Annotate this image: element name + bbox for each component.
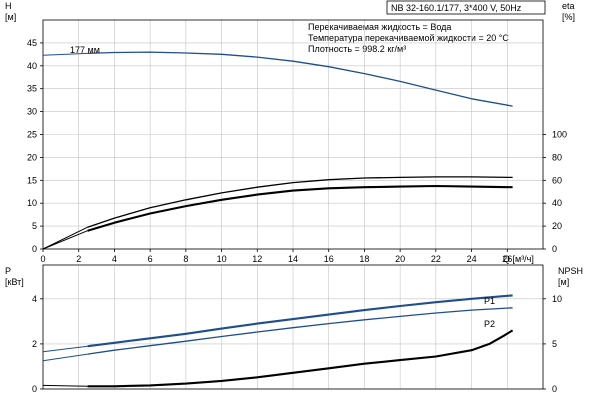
top-left-tick-label: 30 xyxy=(27,107,37,117)
x-tick-label: 2 xyxy=(76,254,81,264)
top-left-tick-label: 10 xyxy=(27,198,37,208)
info-line-temperature: Температура перекачиваемой жидкости = 20… xyxy=(308,33,509,43)
bottom-left-tick-label: 2 xyxy=(32,339,37,349)
top-left-tick-label: 0 xyxy=(32,244,37,254)
bottom-left-axis-title: P [кВт] xyxy=(5,266,24,287)
bottom-series-1-lead xyxy=(42,353,88,362)
top-right-tick-label: 0 xyxy=(552,244,557,254)
x-tick-label: 26 xyxy=(502,254,512,264)
top-left-tick-label: 20 xyxy=(27,152,37,162)
x-tick-label: 20 xyxy=(395,254,405,264)
top-right-tick-label: 100 xyxy=(552,130,567,140)
top-series-1-line xyxy=(87,176,513,228)
x-tick-label: 0 xyxy=(40,254,45,264)
top-left-tick-label: 15 xyxy=(27,175,37,185)
top-series-0-line xyxy=(87,51,513,107)
x-tick-label: 16 xyxy=(324,254,334,264)
x-tick-label: 24 xyxy=(467,254,477,264)
bottom-series-2-line xyxy=(87,329,514,388)
curve-label-177: 177 мм xyxy=(70,45,100,55)
bottom-series-0-line xyxy=(87,294,513,348)
x-tick-label: 14 xyxy=(288,254,298,264)
bottom-series-2-lead xyxy=(42,384,88,387)
top-right-tick-label: 40 xyxy=(552,198,562,208)
top-left-tick-label: 35 xyxy=(27,84,37,94)
curve-label-p2: P2 xyxy=(484,319,495,329)
bottom-right-axis-title: NPSH [м] xyxy=(558,266,583,287)
info-line-density: Плотность = 998.2 кг/м³ xyxy=(308,44,406,54)
top-left-tick-label: 25 xyxy=(27,130,37,140)
header-title: NB 32-160.1/177, 3*400 V, 50Hz xyxy=(391,3,522,13)
bottom-plot-frame xyxy=(42,264,544,390)
top-left-axis-title: H [м] xyxy=(5,1,16,22)
bottom-right-tick-label: 5 xyxy=(552,339,557,349)
top-right-axis-title: eta [%] xyxy=(562,1,575,22)
x-tick-label: 18 xyxy=(359,254,369,264)
curve-label-p1: P1 xyxy=(484,296,495,306)
bottom-series-0-lead xyxy=(42,345,88,353)
top-left-tick-label: 40 xyxy=(27,61,37,71)
bottom-left-tick-label: 4 xyxy=(32,294,37,304)
x-tick-label: 4 xyxy=(112,254,117,264)
top-right-tick-label: 20 xyxy=(552,221,562,231)
top-series-1-lead xyxy=(42,226,88,250)
info-line-fluid: Перекачиваемая жидкость = Вода xyxy=(308,22,451,32)
x-axis-label: Q [м³/ч] xyxy=(503,254,534,264)
top-series-0-lead xyxy=(42,52,88,56)
bottom-left-tick-label: 0 xyxy=(32,384,37,394)
top-left-tick-label: 45 xyxy=(27,38,37,48)
top-series-2-lead xyxy=(42,230,88,250)
top-series-2-line xyxy=(87,184,513,232)
x-tick-label: 10 xyxy=(217,254,227,264)
x-tick-label: 6 xyxy=(148,254,153,264)
top-right-tick-label: 60 xyxy=(552,175,562,185)
bottom-right-tick-label: 10 xyxy=(552,294,562,304)
bottom-right-tick-label: 0 xyxy=(552,384,557,394)
x-tick-label: 12 xyxy=(252,254,262,264)
top-left-tick-label: 5 xyxy=(32,221,37,231)
x-tick-label: 8 xyxy=(183,254,188,264)
bottom-series-1-line xyxy=(87,307,513,355)
header-box xyxy=(386,0,546,15)
x-tick-label: 22 xyxy=(431,254,441,264)
top-right-tick-label: 80 xyxy=(552,152,562,162)
